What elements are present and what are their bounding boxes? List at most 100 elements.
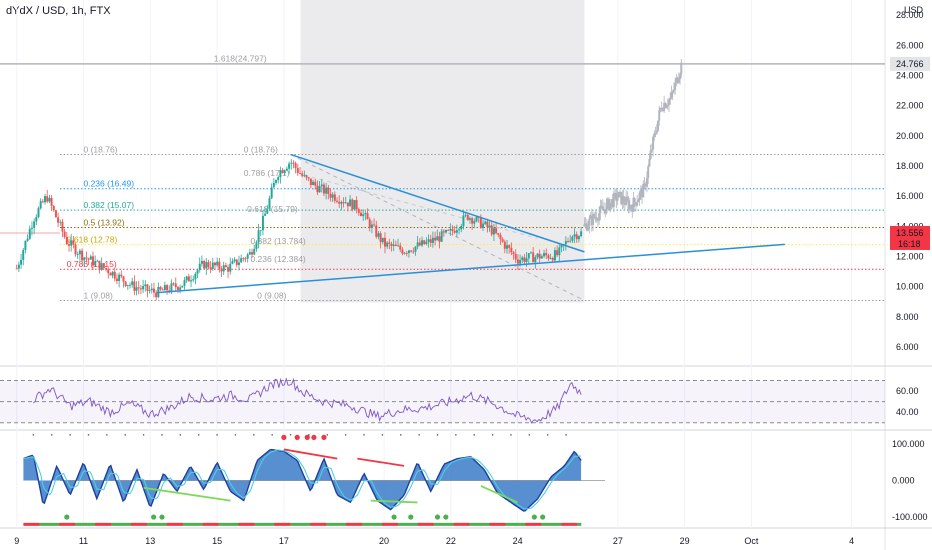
candle-body xyxy=(253,248,256,255)
signal-tick xyxy=(344,434,347,436)
candle-body xyxy=(303,175,306,177)
candle-body xyxy=(168,290,171,292)
candle-body xyxy=(176,287,179,290)
candle-body xyxy=(46,196,49,202)
status-strip-segment xyxy=(190,522,195,526)
candle-body xyxy=(416,242,419,247)
status-strip-segment xyxy=(210,522,215,526)
trendline[interactable] xyxy=(290,153,585,253)
status-strip-segment xyxy=(130,522,136,526)
time-axis-tick: 24 xyxy=(513,536,523,546)
candle-body xyxy=(377,233,380,237)
status-strip-segment xyxy=(389,522,395,526)
status-strip-segment xyxy=(138,522,144,526)
candle-body xyxy=(484,221,487,224)
candle-body xyxy=(190,280,193,282)
candle-body xyxy=(322,184,325,194)
projection-candle-body xyxy=(626,196,629,201)
currency-label: USD xyxy=(904,5,924,15)
candle-body xyxy=(251,252,254,255)
status-strip-segment xyxy=(71,522,76,526)
fib-ray xyxy=(290,154,585,301)
candle-body xyxy=(89,256,92,260)
projection-candle-body xyxy=(596,220,599,221)
projection-candle-body xyxy=(660,108,663,110)
candle-body xyxy=(427,239,430,242)
status-strip-segment xyxy=(162,522,168,526)
candle-body xyxy=(96,260,99,262)
status-strip-segment xyxy=(238,522,243,526)
projection-candle-body xyxy=(658,110,661,121)
projection-candle-body xyxy=(628,204,631,210)
projection-candle-body xyxy=(631,208,634,212)
projection-candle-body xyxy=(583,224,586,227)
candle-body xyxy=(442,231,445,233)
status-strip-segment xyxy=(79,522,84,526)
candle-body xyxy=(318,186,321,193)
status-strip-segment xyxy=(449,522,454,526)
status-strip-segment xyxy=(461,522,466,526)
oscillator-axis-tick: 0.000 xyxy=(892,476,915,486)
status-strip-segment xyxy=(306,522,311,526)
status-strip-segment xyxy=(258,522,263,526)
status-strip-segment xyxy=(433,522,438,526)
projection-candle-body xyxy=(654,133,657,134)
candle-body xyxy=(434,237,437,241)
divergence-line xyxy=(143,486,231,502)
candle-body xyxy=(294,163,297,169)
candle-body xyxy=(105,267,108,270)
candle-body xyxy=(78,250,81,255)
status-strip-segment xyxy=(314,522,319,526)
candle-body xyxy=(275,180,278,183)
candle-body xyxy=(497,233,500,235)
status-strip-segment xyxy=(83,522,88,526)
candle-body xyxy=(383,237,386,247)
candle-body xyxy=(135,287,138,291)
candle-body xyxy=(490,225,493,235)
candle-body xyxy=(255,242,258,249)
bullish-signal-dot xyxy=(64,514,70,520)
candle-body xyxy=(85,257,88,259)
trendline[interactable] xyxy=(156,243,785,294)
candle-body xyxy=(449,228,452,231)
status-strip-segment xyxy=(529,522,534,526)
candle-body xyxy=(63,231,66,237)
candle-body xyxy=(48,197,51,202)
fib-zone-shade xyxy=(300,0,585,303)
projection-candle-body xyxy=(645,178,648,187)
status-strip-segment xyxy=(489,522,494,526)
candle-body xyxy=(107,269,110,274)
candle-body xyxy=(381,237,384,243)
signal-tick xyxy=(50,434,53,436)
oscillator-axis-tick: 100.000 xyxy=(892,439,925,449)
signal-tick xyxy=(363,434,365,436)
candle-body xyxy=(203,261,206,269)
candle-body xyxy=(575,234,578,240)
divergence-line xyxy=(357,457,405,467)
status-strip-segment xyxy=(111,522,116,526)
candle-body xyxy=(571,236,574,241)
signal-tick xyxy=(216,434,218,436)
signal-tick xyxy=(510,434,512,436)
projection-candle-body xyxy=(622,196,625,203)
candle-body xyxy=(312,181,315,185)
status-strip-segment xyxy=(302,522,307,526)
oscillator-signal-line xyxy=(23,449,582,510)
candle-body xyxy=(59,221,62,223)
projection-candle-body xyxy=(627,200,630,210)
status-strip-segment xyxy=(425,522,430,526)
candle-body xyxy=(81,250,84,261)
status-strip-segment xyxy=(254,522,259,526)
candle-body xyxy=(510,247,513,253)
status-strip-segment xyxy=(51,522,56,526)
projection-candle-body xyxy=(617,192,620,198)
status-strip-segment xyxy=(497,522,502,526)
signal-tick xyxy=(142,434,145,436)
candle-body xyxy=(198,263,201,271)
status-strip-segment xyxy=(465,522,470,526)
status-strip-segment xyxy=(75,522,80,526)
bullish-signal-dot xyxy=(531,514,537,520)
candle-body xyxy=(425,241,428,245)
fib-label: 0.236 (16.49) xyxy=(83,179,134,189)
